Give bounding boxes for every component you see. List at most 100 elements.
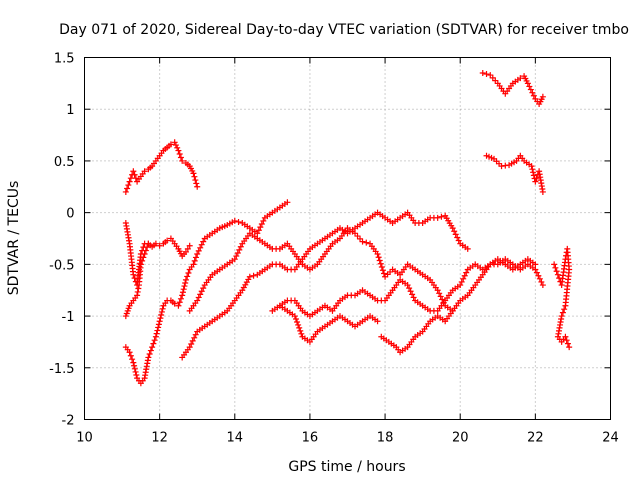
data-point bbox=[439, 296, 446, 303]
data-point bbox=[176, 151, 183, 158]
data-point bbox=[452, 231, 459, 238]
data-point bbox=[529, 89, 536, 96]
data-point bbox=[195, 294, 202, 301]
data-point bbox=[193, 180, 200, 187]
series-track-c bbox=[122, 240, 152, 320]
data-point bbox=[122, 188, 129, 195]
data-point bbox=[376, 257, 383, 264]
series-track-k bbox=[479, 70, 546, 108]
data-point bbox=[437, 293, 444, 300]
data-point bbox=[141, 168, 148, 175]
data-point bbox=[375, 254, 382, 261]
data-point bbox=[176, 299, 183, 306]
data-point bbox=[533, 269, 540, 276]
data-point bbox=[192, 254, 199, 261]
data-point bbox=[152, 333, 159, 340]
data-point bbox=[185, 269, 192, 276]
data-point bbox=[145, 354, 152, 361]
data-point bbox=[483, 71, 490, 78]
data-point bbox=[156, 318, 163, 325]
data-point bbox=[294, 318, 301, 325]
y-tick-label: 1 bbox=[66, 103, 74, 118]
data-marks bbox=[122, 70, 573, 387]
data-point bbox=[134, 292, 141, 299]
data-point bbox=[297, 327, 304, 334]
data-point bbox=[135, 285, 142, 292]
data-point bbox=[539, 282, 546, 289]
x-axis-label: GPS time / hours bbox=[288, 459, 405, 475]
series-track-l bbox=[551, 245, 573, 351]
data-point bbox=[378, 264, 385, 271]
data-point bbox=[460, 275, 467, 282]
data-point bbox=[284, 199, 291, 206]
x-tick-label: 12 bbox=[151, 431, 168, 446]
data-point bbox=[454, 234, 461, 241]
data-point bbox=[172, 142, 179, 149]
data-point bbox=[131, 362, 138, 369]
data-point bbox=[184, 245, 191, 252]
grid bbox=[84, 57, 611, 420]
data-point bbox=[131, 171, 138, 178]
data-point bbox=[154, 327, 161, 334]
data-point bbox=[374, 318, 381, 325]
data-point bbox=[451, 228, 458, 235]
data-point bbox=[237, 243, 244, 250]
data-point bbox=[552, 264, 559, 271]
data-point bbox=[539, 188, 546, 195]
data-point bbox=[125, 182, 132, 189]
x-tick-label: 16 bbox=[302, 431, 319, 446]
series-track-d bbox=[122, 199, 291, 387]
data-point bbox=[404, 282, 411, 289]
data-point bbox=[527, 86, 534, 93]
data-point bbox=[197, 291, 204, 298]
data-point bbox=[155, 321, 162, 328]
data-point bbox=[564, 340, 571, 347]
data-point bbox=[363, 239, 370, 246]
data-point bbox=[179, 289, 186, 296]
data-point bbox=[131, 275, 138, 282]
data-point bbox=[139, 257, 146, 264]
data-point bbox=[551, 261, 558, 268]
data-point bbox=[191, 173, 198, 180]
data-point bbox=[379, 267, 386, 274]
data-point bbox=[524, 80, 531, 87]
y-tick-label: -0.5 bbox=[49, 258, 74, 273]
data-point bbox=[175, 147, 182, 154]
data-point bbox=[561, 306, 568, 313]
data-point bbox=[145, 240, 152, 247]
data-point bbox=[377, 260, 384, 267]
data-point bbox=[197, 244, 204, 251]
data-point bbox=[191, 334, 198, 341]
data-point bbox=[449, 225, 456, 232]
chart-title: Day 071 of 2020, Sidereal Day-to-day VTE… bbox=[59, 22, 629, 38]
data-point bbox=[134, 288, 141, 295]
data-point bbox=[291, 313, 298, 320]
data-point bbox=[538, 278, 545, 285]
plot-frame bbox=[84, 57, 611, 420]
data-point bbox=[246, 273, 253, 280]
data-point bbox=[191, 257, 198, 264]
data-point bbox=[195, 247, 202, 254]
data-point bbox=[530, 169, 537, 176]
data-point bbox=[141, 251, 148, 258]
data-point bbox=[295, 321, 302, 328]
y-tick-label: 0.5 bbox=[54, 155, 75, 170]
data-point bbox=[532, 266, 539, 273]
data-point bbox=[186, 344, 193, 351]
y-tick-label: -1.5 bbox=[49, 362, 74, 377]
data-point bbox=[553, 268, 560, 275]
data-point bbox=[171, 139, 178, 146]
data-point bbox=[529, 166, 536, 173]
data-point bbox=[536, 275, 543, 282]
data-point bbox=[380, 270, 387, 277]
y-tick-label: -1 bbox=[62, 310, 75, 325]
data-point bbox=[159, 305, 166, 312]
data-point bbox=[235, 218, 242, 225]
data-point bbox=[132, 368, 139, 375]
data-point bbox=[164, 237, 171, 244]
series-track-i bbox=[378, 256, 539, 356]
data-point bbox=[458, 278, 465, 285]
data-point bbox=[140, 254, 147, 261]
data-point bbox=[149, 344, 156, 351]
